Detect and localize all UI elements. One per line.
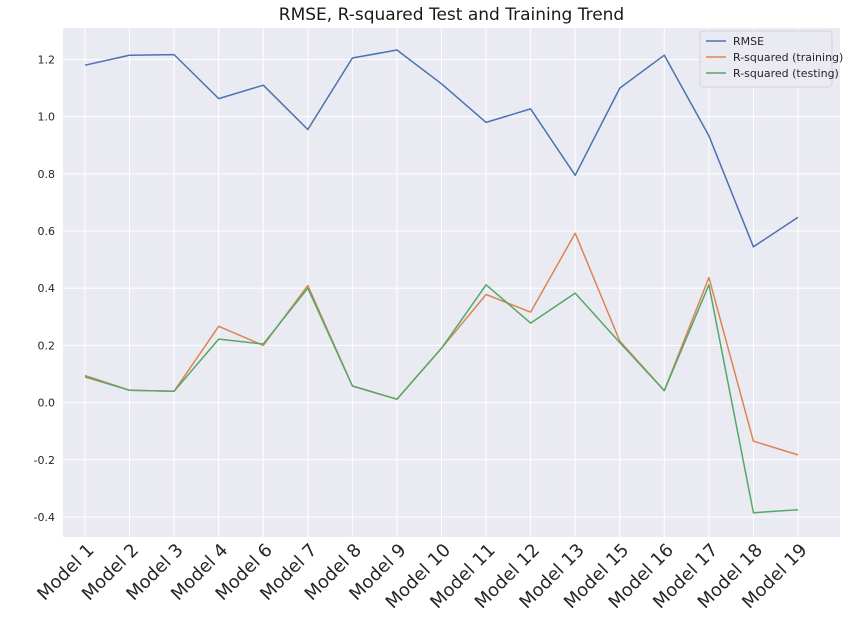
y-tick-label: 0.6: [38, 225, 56, 238]
grid-lines: [63, 28, 840, 537]
y-tick-label: 0.0: [38, 397, 56, 410]
series-lines: [84, 49, 799, 514]
legend-label-0: RMSE: [733, 35, 764, 48]
y-tick-label: 0.4: [38, 282, 56, 295]
legend-box: [699, 30, 833, 88]
y-axis-ticks: -0.4 -0.2 0.0 0.2 0.4 0.6 0.8 1.0 1.2: [34, 53, 55, 524]
y-tick-label: -0.2: [34, 454, 55, 467]
y-tick-label: 0.2: [38, 339, 56, 352]
y-tick-label: 0.8: [38, 168, 56, 181]
y-tick-label: 1.2: [38, 53, 56, 66]
series-line-2: [84, 284, 799, 514]
legend: RMSE R-squared (training) R-squared (testi…: [699, 30, 843, 88]
y-tick-label: 1.0: [38, 111, 56, 124]
series-line-0: [84, 49, 799, 248]
plot-area: [63, 28, 840, 537]
legend-label-1: R-squared (training): [733, 51, 843, 64]
chart-title: RMSE, R-squared Test and Training Trend: [279, 5, 624, 25]
y-tick-label: -0.4: [34, 511, 55, 524]
legend-label-2: R-squared (testing): [733, 67, 839, 80]
